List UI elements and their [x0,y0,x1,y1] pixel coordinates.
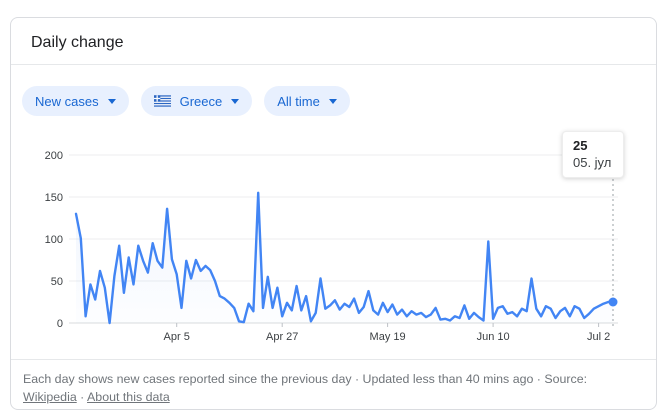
y-axis-label: 150 [45,192,63,204]
filter-chips-row: New cases Greece All time [22,86,656,116]
data-point-dot [608,297,618,307]
chevron-down-icon [231,99,240,104]
time-range-dropdown-label: All time [277,93,320,109]
about-this-data-link[interactable]: About this data [87,390,170,404]
time-range-dropdown[interactable]: All time [264,86,350,116]
footer-note: Each day shows new cases reported since … [11,359,656,406]
tooltip-value: 25 [572,138,588,153]
series-line [74,191,615,325]
x-axis-label: Jul 2 [587,331,610,343]
daily-change-card: Daily change New cases Greece [10,17,657,410]
card-header: Daily change [11,18,656,65]
y-axis-label: 0 [57,318,63,330]
x-axis-label: Apr 27 [266,331,298,343]
metric-dropdown[interactable]: New cases [22,86,129,116]
greece-flag-icon [153,95,171,107]
page-title: Daily change [31,34,124,51]
x-axis-label: May 19 [370,331,406,343]
y-axis-label: 200 [45,150,63,162]
chart-tooltip: 25 05. јул [561,131,624,178]
region-dropdown-label: Greece [179,93,223,109]
y-axis-label: 50 [51,276,63,288]
wikipedia-link[interactable]: Wikipedia [23,390,77,404]
area-fill [76,192,613,323]
y-axis-label: 100 [45,234,63,246]
region-dropdown[interactable]: Greece [140,86,253,116]
metric-dropdown-label: New cases [35,93,99,109]
footer-text: Each day shows new cases reported since … [23,372,588,404]
line-chart[interactable]: 0 50 100 150 200 Apr 5 Apr 27 May 19 Jun 10 Jul 2 [11,118,657,359]
chart-area: 0 50 100 150 200 Apr 5 Apr 27 May 19 Jun 10 Jul 2… [11,118,656,359]
chevron-down-icon [328,99,337,104]
x-axis-label: Apr 5 [164,331,190,343]
chevron-down-icon [107,99,116,104]
x-axis-label: Jun 10 [477,331,510,343]
tooltip-date: 05. јул [572,155,612,170]
